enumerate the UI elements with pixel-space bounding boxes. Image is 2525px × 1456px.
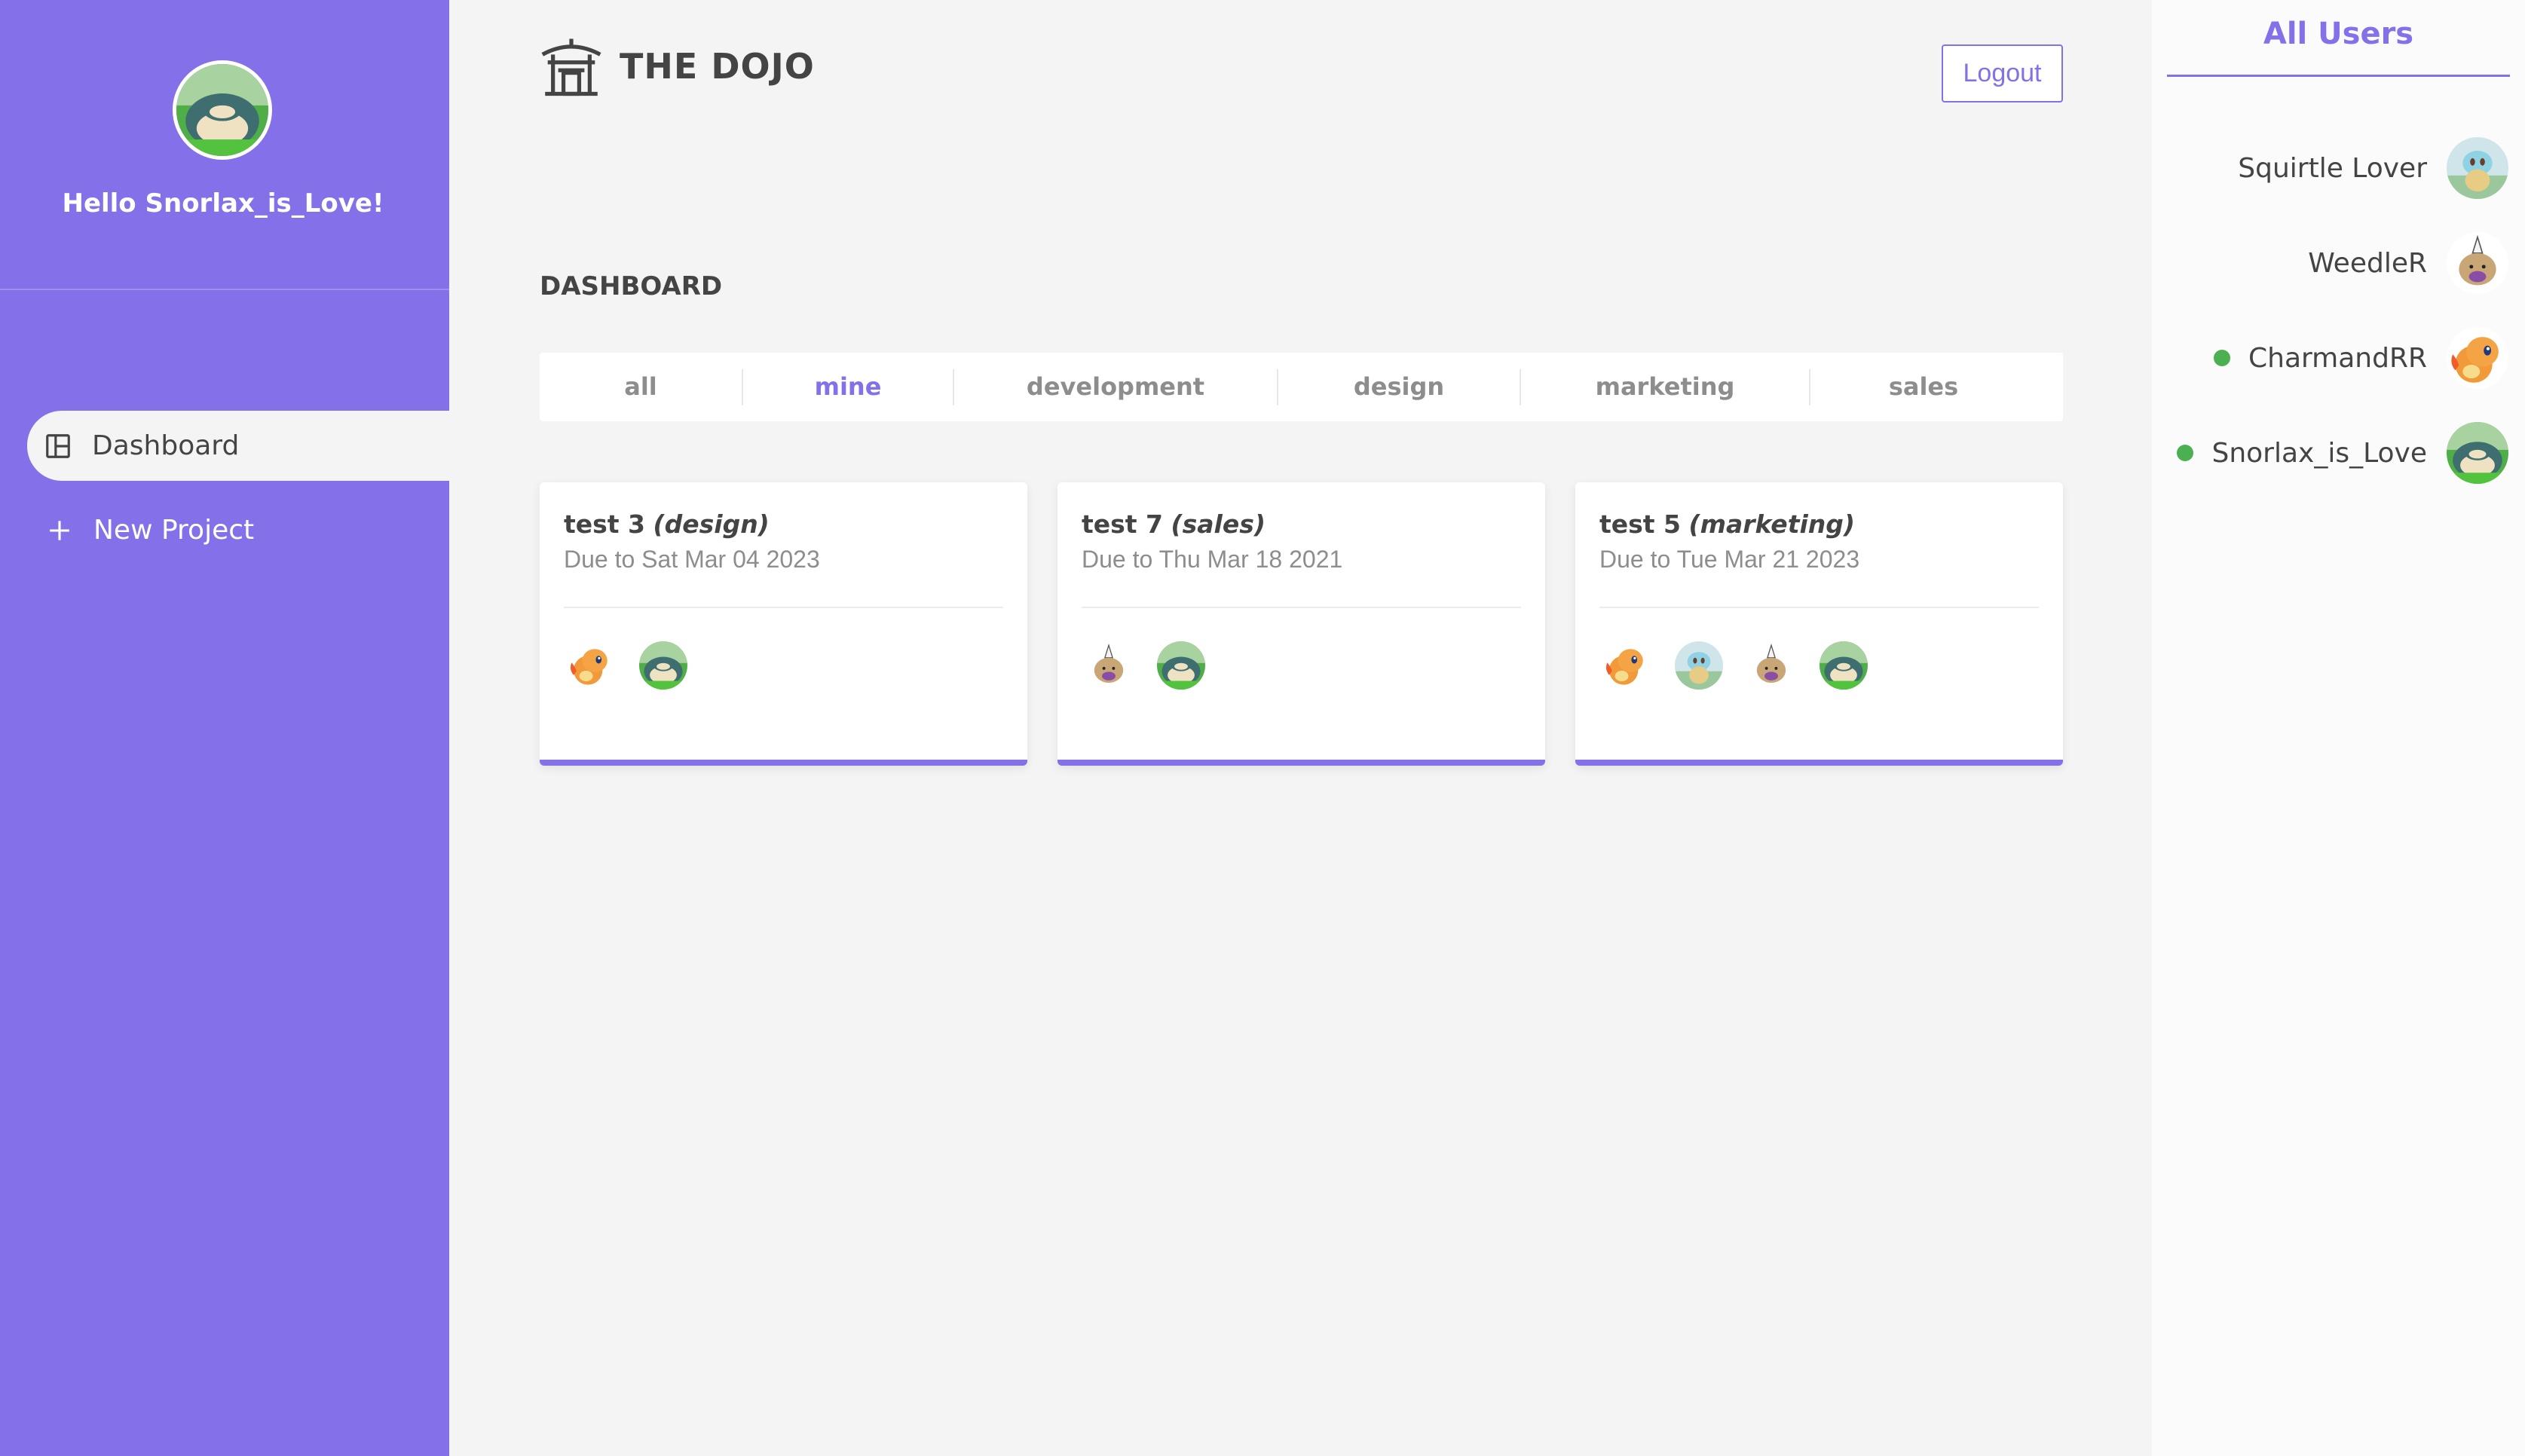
divider: [1277, 369, 1278, 405]
filter-tab-all[interactable]: all: [624, 372, 657, 401]
weedle-avatar-icon: [1747, 641, 1795, 690]
project-card[interactable]: test 5 (marketing) Due to Tue Mar 21 202…: [1575, 482, 2063, 766]
project-title: test 3 (design): [564, 509, 770, 539]
divider: [1599, 607, 2039, 608]
user-list-item: Squirtle Lover: [2238, 136, 2508, 200]
weedle-avatar-icon: [2447, 232, 2508, 294]
plus-icon: [47, 518, 72, 543]
sidebar-user-block: Hello Snorlax_is_Love!: [0, 0, 449, 290]
dashboard-icon: [44, 432, 72, 460]
filter-tab-mine[interactable]: mine: [814, 372, 882, 401]
online-status-icon: [2177, 445, 2194, 461]
project-name: test 5: [1599, 509, 1682, 539]
filter-tab-marketing[interactable]: marketing: [1595, 372, 1735, 401]
user-list-item: Snorlax_is_Love: [2177, 421, 2508, 485]
squirtle-avatar-icon: [2447, 137, 2508, 199]
project-title: test 5 (marketing): [1599, 509, 1855, 539]
user-name: Squirtle Lover: [2238, 152, 2427, 184]
assignee-list: [1085, 641, 1229, 690]
charmander-avatar-icon: [567, 641, 615, 690]
project-due-date: Due to Tue Mar 21 2023: [1599, 546, 1860, 573]
greeting-text: Hello Snorlax_is_Love!: [62, 188, 384, 219]
divider: [1809, 369, 1810, 405]
snorlax-avatar-icon: [639, 641, 687, 690]
assignee-list: [1602, 641, 1892, 690]
snorlax-avatar-icon: [1157, 641, 1205, 690]
charmander-avatar-icon: [1602, 641, 1651, 690]
users-panel-title: All Users: [2167, 17, 2510, 77]
sidebar-item-dashboard[interactable]: Dashboard: [27, 411, 449, 481]
squirtle-avatar-icon: [1675, 641, 1723, 690]
project-filter: all mine development design marketing sa…: [540, 353, 2063, 421]
project-due-date: Due to Thu Mar 18 2021: [1082, 546, 1343, 573]
online-status-icon: [2213, 350, 2230, 366]
filter-tab-design[interactable]: design: [1353, 372, 1445, 401]
project-due-date: Due to Sat Mar 04 2023: [564, 546, 820, 573]
snorlax-avatar-icon: [2447, 422, 2508, 484]
sidebar-item-label: New Project: [93, 515, 255, 546]
project-name: test 7: [1082, 509, 1164, 539]
divider: [1082, 607, 1521, 608]
project-card[interactable]: test 7 (sales) Due to Thu Mar 18 2021: [1057, 482, 1545, 766]
divider: [742, 369, 743, 405]
brand[interactable]: THE DOJO: [540, 36, 815, 96]
brand-name: THE DOJO: [620, 46, 815, 87]
snorlax-avatar-icon: [1820, 641, 1868, 690]
filter-tab-sales[interactable]: sales: [1888, 372, 1959, 401]
weedle-avatar-icon: [1085, 641, 1133, 690]
charmander-avatar-icon: [2447, 327, 2508, 389]
avatar: [173, 60, 272, 160]
divider: [564, 607, 1003, 608]
user-list-item: CharmandRR: [2213, 326, 2508, 390]
sidebar-item-new-project[interactable]: New Project: [27, 495, 449, 565]
page-title: DASHBOARD: [540, 271, 723, 301]
temple-icon: [540, 36, 603, 96]
user-name: Snorlax_is_Love: [2211, 437, 2427, 469]
divider: [1520, 369, 1521, 405]
user-name: CharmandRR: [2248, 342, 2427, 374]
project-category: (sales): [1171, 509, 1266, 539]
user-list-item: WeedleR: [2308, 231, 2508, 295]
user-name: WeedleR: [2308, 247, 2427, 279]
project-title: test 7 (sales): [1082, 509, 1266, 539]
sidebar: Hello Snorlax_is_Love! Dashboard New Pro…: [0, 0, 449, 1456]
project-category: (marketing): [1688, 509, 1855, 539]
snorlax-avatar-icon: [176, 64, 268, 156]
users-panel: All Users Squirtle Lover WeedleR Charman…: [2152, 0, 2525, 1456]
divider: [953, 369, 954, 405]
project-category: (design): [653, 509, 770, 539]
sidebar-item-label: Dashboard: [92, 430, 240, 461]
logout-button[interactable]: Logout: [1942, 44, 2063, 102]
project-card[interactable]: test 3 (design) Due to Sat Mar 04 2023: [540, 482, 1027, 766]
assignee-list: [567, 641, 712, 690]
project-name: test 3: [564, 509, 646, 539]
filter-tab-development[interactable]: development: [1026, 372, 1205, 401]
